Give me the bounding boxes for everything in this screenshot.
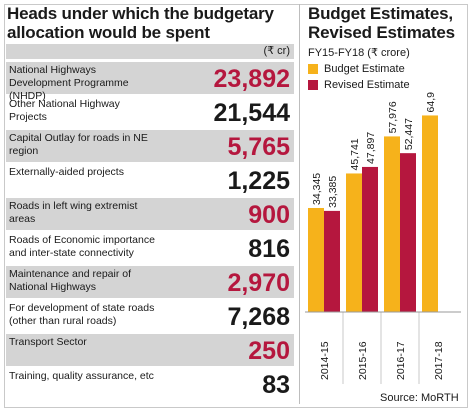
table-row: Roads in left wing extremist areas 900	[6, 198, 294, 230]
row-label: Roads of Economic importance and inter-s…	[9, 234, 155, 259]
bar-chart: 34,345 33,385 2014-15 45,741 47,897 2015-16 57…	[305, 92, 461, 384]
bar-revised-2015-16	[362, 166, 378, 312]
data-label-budget-2016-17: 57,976	[387, 101, 399, 133]
x-tick-label-2016-17: 2016-17	[395, 341, 407, 380]
row-value: 816	[248, 235, 290, 263]
row-label: Training, quality assurance, etc	[9, 370, 154, 382]
left-panel-title: Heads under which the budgetary allocati…	[7, 4, 274, 42]
table-row: Other National Highway Projects 21,544	[6, 96, 294, 128]
row-value: 21,544	[213, 99, 290, 127]
data-label-revised-2015-16: 47,897	[365, 132, 377, 164]
legend-swatch-revised	[308, 80, 318, 90]
x-tick-label-2015-16: 2015-16	[357, 341, 369, 380]
row-value: 5,765	[227, 133, 290, 161]
row-label: Externally-aided projects	[9, 166, 124, 178]
chart-subtitle: FY15-FY18 (₹ crore)	[308, 47, 410, 59]
unit-label: (₹ cr)	[263, 45, 290, 57]
row-value: 7,268	[227, 303, 290, 331]
bar-budget-2017-18	[422, 115, 438, 313]
legend-swatch-budget	[308, 64, 318, 74]
data-label-revised-2014-15: 33,385	[327, 176, 339, 208]
row-label: For development of state roads (other th…	[9, 302, 155, 327]
legend-label-budget: Budget Estimate	[324, 63, 405, 75]
table-row: National Highways Development Programme …	[6, 62, 294, 102]
panel-divider	[299, 4, 300, 404]
data-label-budget-2014-15: 34,345	[311, 173, 323, 205]
bar-budget-2014-15	[308, 207, 324, 312]
x-tick-label-2014-15: 2014-15	[319, 341, 331, 380]
row-value: 83	[262, 371, 290, 399]
bar-budget-2015-16	[346, 173, 362, 312]
infographic-frame	[4, 4, 468, 408]
row-label: National Highways Development Programme …	[9, 64, 129, 102]
row-value: 1,225	[227, 167, 290, 195]
bar-budget-2016-17	[384, 136, 400, 312]
unit-header: (₹ cr)	[6, 44, 294, 59]
legend-label-revised: Revised Estimate	[324, 79, 410, 91]
bar-revised-2016-17	[400, 153, 416, 312]
data-label-budget-2015-16: 45,741	[349, 138, 361, 170]
row-label: Capital Outlay for roads in NE region	[9, 132, 148, 157]
table-row: For development of state roads (other th…	[6, 300, 294, 332]
bar-revised-2014-15	[324, 210, 340, 312]
row-value: 900	[248, 201, 290, 229]
row-label: Transport Sector	[9, 336, 87, 348]
chart-title: Budget Estimates, Revised Estimates	[308, 4, 455, 42]
row-value: 250	[248, 337, 290, 365]
table-row: Transport Sector 250	[6, 334, 294, 366]
row-label: Roads in left wing extremist areas	[9, 200, 138, 225]
row-label: Other National Highway Projects	[9, 98, 120, 123]
table-row: Roads of Economic importance and inter-s…	[6, 232, 294, 264]
row-value: 23,892	[213, 65, 290, 93]
table-row: Capital Outlay for roads in NE region 5,7…	[6, 130, 294, 162]
x-tick-label-2017-18: 2017-18	[433, 341, 445, 380]
row-value: 2,970	[227, 269, 290, 297]
row-label: Maintenance and repair of National Highw…	[9, 268, 131, 293]
table-row: Externally-aided projects 1,225	[6, 164, 294, 196]
data-label-budget-2017-18: 64,900	[425, 92, 437, 112]
table-row: Training, quality assurance, etc 83	[6, 368, 294, 400]
table-row: Maintenance and repair of National Highw…	[6, 266, 294, 298]
data-label-revised-2016-17: 52,447	[403, 118, 415, 150]
source-note: Source: MoRTH	[380, 392, 459, 404]
